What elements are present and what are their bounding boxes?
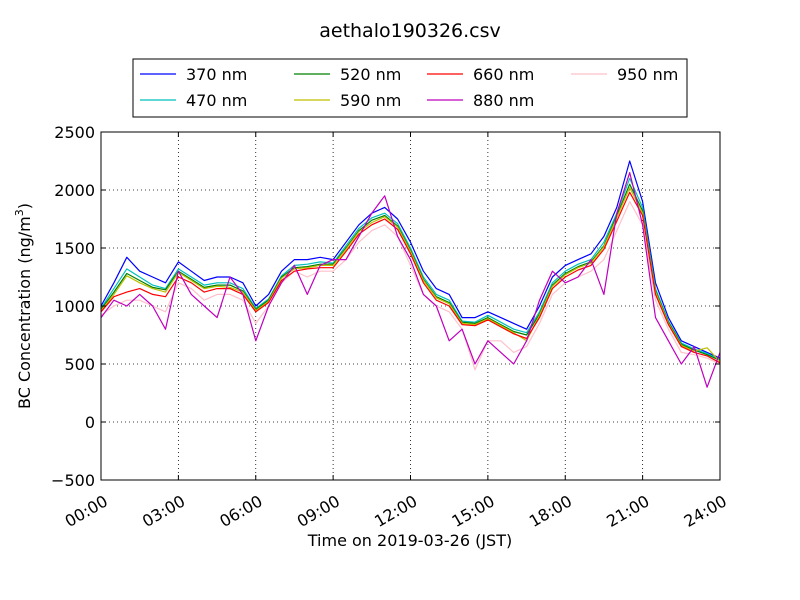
y-axis: 2500 2000 1500 1000 500 0 −500 bbox=[51, 123, 720, 490]
legend-label: 880 nm bbox=[473, 91, 534, 110]
series-line-370-nm bbox=[100, 160, 721, 359]
legend-box bbox=[132, 58, 688, 118]
legend-label: 470 nm bbox=[186, 91, 247, 110]
legend-label: 660 nm bbox=[473, 65, 534, 84]
y-tick-label: 1500 bbox=[54, 239, 95, 258]
x-tick-label: 00:00 bbox=[62, 491, 111, 531]
y-tick-label: −500 bbox=[51, 471, 95, 490]
legend-label: 520 nm bbox=[340, 65, 401, 84]
x-tick-label: 18:00 bbox=[526, 491, 575, 531]
x-tick-label: 21:00 bbox=[603, 491, 652, 531]
series-line-590-nm bbox=[100, 187, 721, 363]
x-tick-label: 06:00 bbox=[216, 491, 265, 531]
series-line-880-nm bbox=[100, 172, 721, 388]
y-tick-label: 2500 bbox=[54, 123, 95, 142]
y-tick-label: 1000 bbox=[54, 297, 95, 316]
x-tick-label: 24:00 bbox=[681, 491, 730, 531]
y-tick-label: 500 bbox=[64, 355, 95, 374]
y-tick-label: 0 bbox=[85, 413, 95, 432]
chart-title: aethalo190326.csv bbox=[319, 20, 501, 42]
series-lines bbox=[100, 160, 721, 388]
x-tick-label: 12:00 bbox=[371, 491, 420, 531]
legend-label: 370 nm bbox=[186, 65, 247, 84]
y-tick-label: 2000 bbox=[54, 181, 95, 200]
series-line-950-nm bbox=[100, 201, 721, 371]
series-line-660-nm bbox=[100, 191, 721, 364]
legend-label: 950 nm bbox=[617, 65, 678, 84]
x-tick-label: 09:00 bbox=[294, 491, 343, 531]
x-tick-label: 03:00 bbox=[139, 491, 188, 531]
x-tick-label: 15:00 bbox=[448, 491, 497, 531]
legend-label: 590 nm bbox=[340, 91, 401, 110]
y-axis-label: BC Concentration (ng/m3) bbox=[13, 203, 34, 409]
legend: 370 nm 470 nm 520 nm 590 nm 660 nm 880 nm 950 … bbox=[132, 58, 688, 118]
x-axis-label: Time on 2019-03-26 (JST) bbox=[307, 531, 512, 550]
